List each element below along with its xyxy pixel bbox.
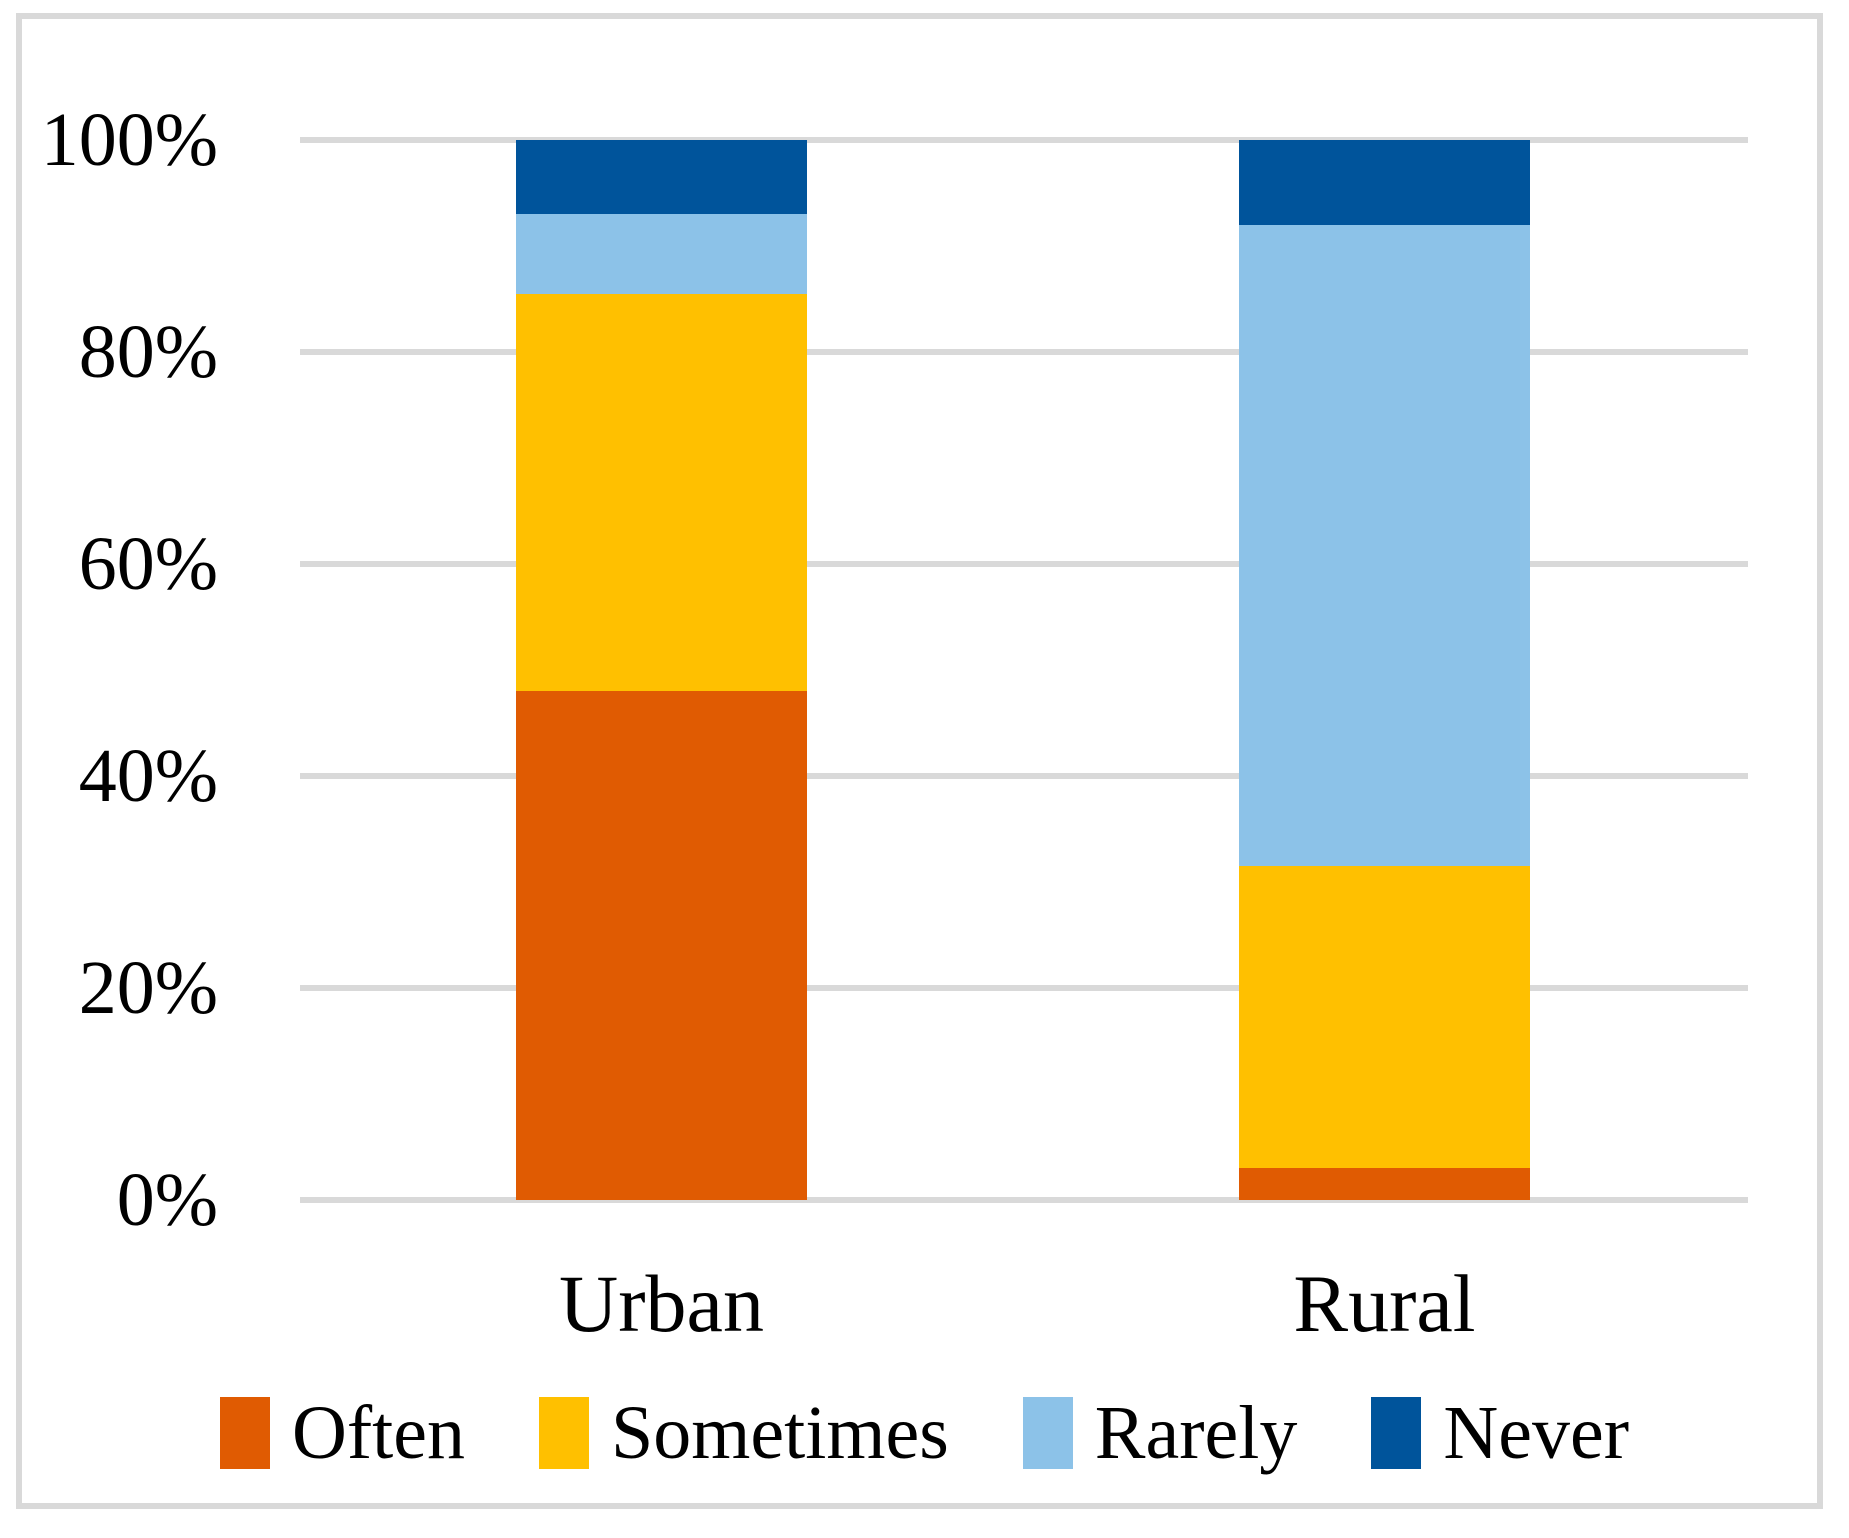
x-category-label-rural: Rural (1293, 1258, 1476, 1349)
y-tick-label-40: 40% (78, 734, 218, 818)
bar-segment-rural-never (1239, 140, 1530, 225)
bar-segment-rural-sometimes (1239, 866, 1530, 1169)
legend: Often Sometimes Rarely Never (0, 1388, 1849, 1478)
legend-label-sometimes: Sometimes (611, 1391, 949, 1475)
gridline-40 (300, 773, 1748, 779)
y-tick-label-80: 80% (78, 310, 218, 394)
legend-swatch-often (219, 1397, 270, 1469)
legend-swatch-sometimes (539, 1397, 589, 1469)
bar-segment-rural-often (1239, 1168, 1530, 1200)
bar-segment-rural-rarely (1239, 224, 1530, 867)
gridline-0 (300, 1197, 1748, 1203)
bar-segment-urban-often (516, 691, 807, 1200)
legend-label-often: Often (291, 1391, 465, 1475)
legend-item-rarely: Rarely (1022, 1388, 1298, 1478)
y-tick-label-0: 0% (116, 1158, 218, 1242)
x-category-label-urban: Urban (559, 1258, 764, 1349)
legend-swatch-rarely (1022, 1397, 1073, 1469)
legend-item-never: Never (1371, 1388, 1629, 1478)
legend-item-sometimes: Sometimes (539, 1388, 949, 1478)
legend-label-never: Never (1443, 1391, 1630, 1475)
gridline-100 (300, 137, 1748, 143)
y-tick-label-20: 20% (78, 946, 218, 1030)
y-tick-label-60: 60% (78, 522, 218, 606)
gridline-60 (300, 561, 1748, 567)
gridline-80 (300, 349, 1748, 355)
bar-segment-urban-sometimes (516, 293, 807, 692)
y-tick-label-100: 100% (40, 98, 218, 182)
bar-urban (516, 140, 807, 1200)
bar-rural (1239, 140, 1530, 1200)
legend-label-rarely: Rarely (1094, 1391, 1298, 1475)
bar-segment-urban-rarely (516, 214, 807, 294)
gridline-20 (300, 985, 1748, 991)
bar-segment-urban-never (516, 140, 807, 215)
legend-item-often: Often (219, 1388, 465, 1478)
legend-swatch-never (1371, 1397, 1422, 1469)
